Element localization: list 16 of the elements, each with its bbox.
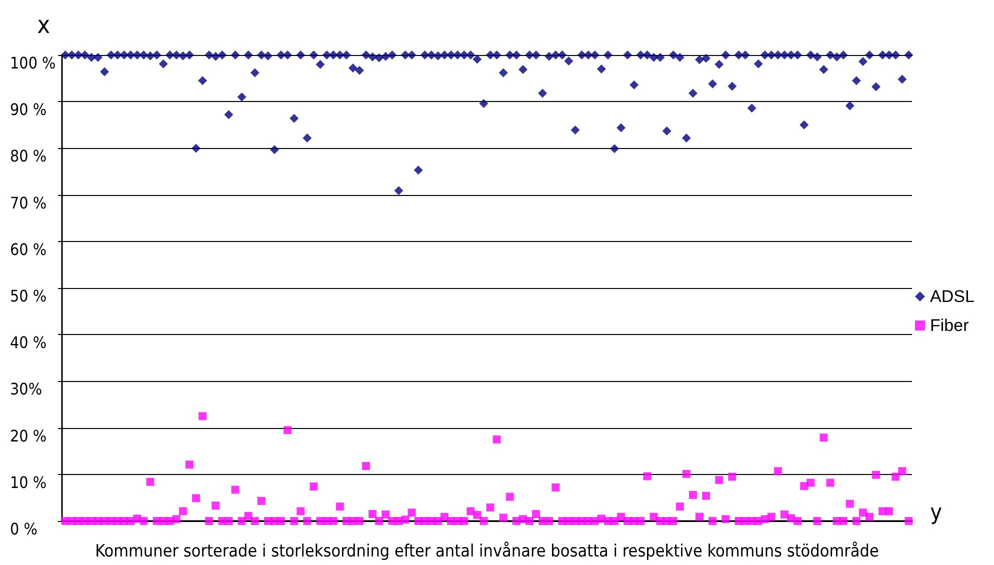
y-axis-title: x (37, 11, 50, 39)
y-tick-label: 20 % (10, 426, 47, 446)
y-tick-label: 30% (10, 380, 42, 399)
y-tick-label: 50 % (10, 286, 47, 306)
y-tick-label: 80 % (10, 146, 47, 166)
y-tick-label: 90 % (10, 100, 47, 120)
x-axis-title: Kommuner sorterade i storleksordning efter antal invånare bosatta i respektive kommuns stödområde (95, 542, 879, 562)
text: y (930, 500, 942, 526)
legend-label: Fiber (930, 316, 970, 335)
y-tick-label: 60 % (10, 240, 47, 259)
legend-label: ADSL (930, 287, 974, 306)
y-tick-label: 100 % (10, 54, 56, 72)
y-tick-label: 10 % (10, 472, 47, 492)
y-tick-label: 0 % (10, 520, 38, 538)
y-tick-label: 40 % (10, 333, 47, 352)
y-tick-label: 70 % (10, 193, 47, 212)
